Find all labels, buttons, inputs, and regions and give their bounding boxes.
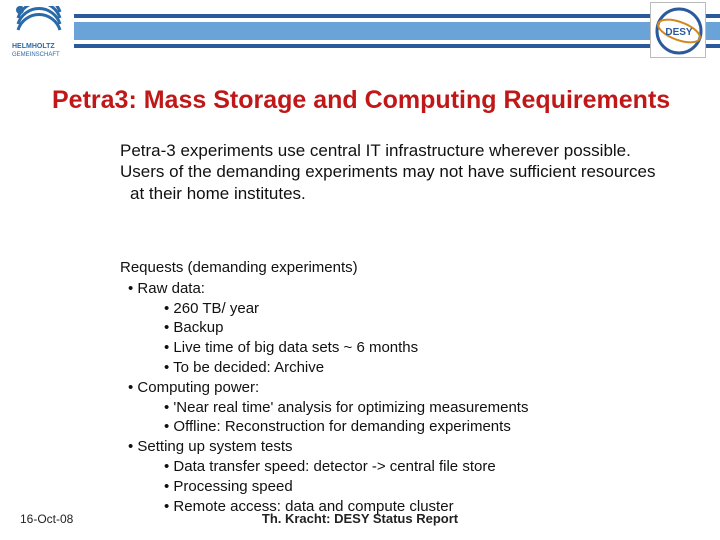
desy-logo: DESY bbox=[650, 2, 706, 58]
svg-text:GEMEINSCHAFT: GEMEINSCHAFT bbox=[12, 52, 60, 58]
slide-title: Petra3: Mass Storage and Computing Requi… bbox=[52, 86, 690, 115]
intro-line-2: Users of the demanding experiments may n… bbox=[120, 161, 660, 204]
request-subitem: 'Near real time' analysis for optimizing… bbox=[120, 398, 670, 418]
header-band: HELMHOLTZ GEMEINSCHAFT DESY bbox=[0, 0, 720, 62]
request-subitem: Live time of big data sets ~ 6 months bbox=[120, 338, 670, 358]
svg-text:DESY: DESY bbox=[665, 27, 693, 38]
footer-center: Th. Kracht: DESY Status Report bbox=[0, 511, 720, 526]
request-item: Computing power: bbox=[120, 378, 670, 398]
request-subitem: Backup bbox=[120, 318, 670, 338]
request-subitem: To be decided: Archive bbox=[120, 358, 670, 378]
requests-block: Requests (demanding experiments) Raw dat… bbox=[120, 258, 670, 516]
request-item: Raw data: bbox=[120, 279, 670, 299]
requests-header: Requests (demanding experiments) bbox=[120, 258, 670, 278]
band-stripe-top bbox=[74, 14, 720, 18]
svg-text:HELMHOLTZ: HELMHOLTZ bbox=[12, 43, 55, 50]
band-stripe-mid bbox=[74, 22, 720, 40]
request-subitem: Processing speed bbox=[120, 477, 670, 497]
request-subitem: 260 TB/ year bbox=[120, 299, 670, 319]
request-item: Setting up system tests bbox=[120, 437, 670, 457]
intro-block: Petra-3 experiments use central IT infra… bbox=[120, 140, 660, 204]
request-subitem: Offline: Reconstruction for demanding ex… bbox=[120, 417, 670, 437]
band-stripe-bot bbox=[74, 44, 720, 48]
intro-line-1: Petra-3 experiments use central IT infra… bbox=[120, 140, 660, 161]
helmholtz-logo: HELMHOLTZ GEMEINSCHAFT bbox=[10, 6, 74, 60]
request-subitem: Data transfer speed: detector -> central… bbox=[120, 457, 670, 477]
